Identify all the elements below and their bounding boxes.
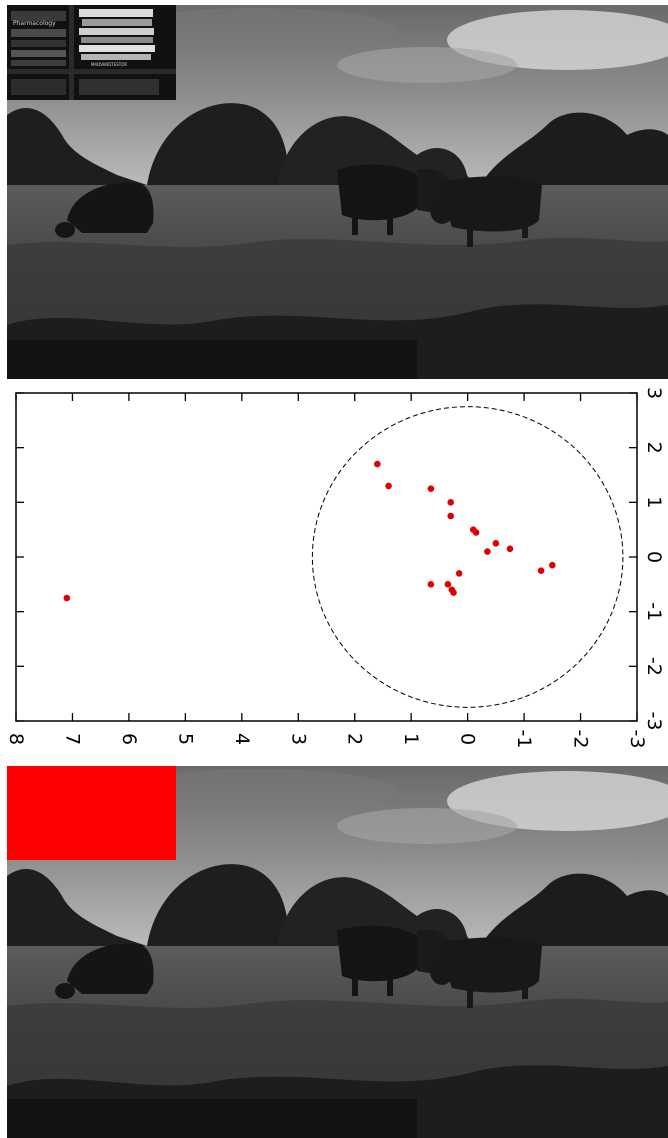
x-tick-label: -1 [513,730,535,749]
dashed-circle [311,406,624,708]
y-tick-label: -3 [643,712,665,731]
x-tick-label: 0 [457,733,479,745]
bottom-photo [7,766,668,1138]
cows-field-image-bottom [7,766,668,1138]
scatter-point [450,589,457,596]
cows-field-image-top [7,5,668,379]
x-tick-label: 4 [231,733,253,745]
y-tick-label: 0 [643,551,665,563]
scatter-point [447,499,455,506]
x-tick-label: 7 [61,733,83,745]
scatter-point [484,548,491,555]
x-tick-label: 1 [400,733,422,745]
y-tick-label: -2 [643,657,665,676]
scatter-point [549,561,556,569]
scatter-point [427,485,435,492]
scatter-point [444,581,452,588]
scatter-point [63,594,71,602]
scatter-point [374,460,381,468]
scatter-point [427,581,435,588]
red-inset-block [7,766,176,860]
x-tick-label: 2 [344,733,366,745]
scatter-point [537,567,545,574]
x-tick-label: 8 [5,733,27,745]
x-tick-label: 5 [174,733,196,745]
scatter-point [447,512,455,520]
scatter-plot: 8 7 6 5 4 3 2 1 0 -1 -2 -3 3 2 1 0 -1 -2 -3 [0,380,668,765]
y-tick-label: 3 [643,387,665,399]
bookshelf-inset: Pharmacology MADVARDTESTOR [7,5,176,100]
y-tick-label: 2 [643,442,665,454]
x-tick-label: -2 [570,730,592,749]
top-photo [7,5,668,379]
book-spine-pharmacology: Pharmacology [13,20,56,27]
book-spine-title: MADVARDTESTOR [91,62,127,67]
scatter-point [472,529,480,536]
scatter-point [455,570,463,577]
x-tick-label: 3 [287,733,309,745]
scatter-point [492,540,500,547]
x-tick-label: 6 [118,733,140,745]
scatter-point [385,482,392,490]
y-tick-label: 1 [643,496,665,508]
y-tick-label: -1 [643,602,665,621]
scatter-point [506,545,514,553]
x-tick-label: -3 [626,730,648,749]
scatter-plot-panel: 8 7 6 5 4 3 2 1 0 -1 -2 -3 3 2 1 0 -1 -2 -3 [0,380,668,765]
bookshelf-image: Pharmacology MADVARDTESTOR [7,5,176,100]
